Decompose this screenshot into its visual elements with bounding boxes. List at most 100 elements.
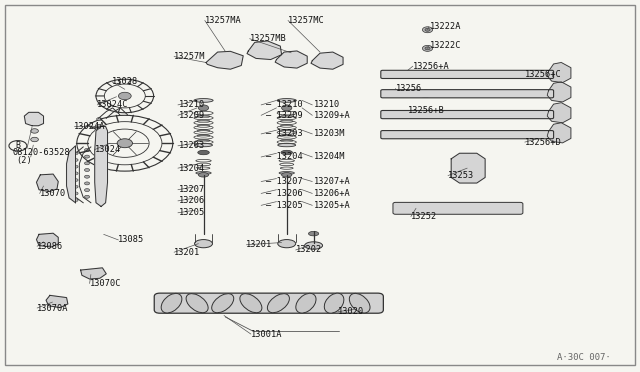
- Text: 13256+B: 13256+B: [408, 106, 445, 115]
- Polygon shape: [67, 146, 76, 203]
- Circle shape: [508, 206, 516, 211]
- Ellipse shape: [159, 295, 177, 311]
- Ellipse shape: [351, 296, 365, 311]
- Circle shape: [73, 172, 78, 175]
- Text: 13204M: 13204M: [314, 153, 345, 161]
- Ellipse shape: [186, 294, 208, 313]
- FancyBboxPatch shape: [393, 202, 523, 214]
- Circle shape: [84, 169, 90, 171]
- Polygon shape: [95, 126, 108, 206]
- Polygon shape: [547, 103, 571, 123]
- Ellipse shape: [287, 296, 301, 311]
- Polygon shape: [206, 51, 243, 69]
- Ellipse shape: [277, 99, 296, 102]
- Text: 13203M: 13203M: [314, 129, 345, 138]
- FancyBboxPatch shape: [381, 90, 554, 98]
- Text: A·30C 007·: A·30C 007·: [557, 353, 611, 362]
- Text: (2): (2): [17, 156, 33, 165]
- Text: – 13209: – 13209: [266, 111, 302, 120]
- Text: 13207: 13207: [179, 185, 205, 194]
- Ellipse shape: [161, 294, 182, 313]
- Circle shape: [221, 58, 227, 61]
- Polygon shape: [81, 268, 106, 279]
- FancyBboxPatch shape: [154, 293, 383, 313]
- Polygon shape: [451, 153, 485, 183]
- Text: 13201: 13201: [174, 248, 200, 257]
- Ellipse shape: [198, 150, 209, 155]
- Circle shape: [73, 152, 78, 155]
- Circle shape: [73, 165, 78, 168]
- FancyBboxPatch shape: [381, 70, 554, 78]
- Circle shape: [419, 71, 432, 78]
- Circle shape: [97, 118, 102, 121]
- Ellipse shape: [195, 144, 212, 147]
- Text: 13206+A: 13206+A: [314, 189, 350, 198]
- Circle shape: [84, 162, 90, 165]
- Text: 13024C: 13024C: [97, 100, 129, 109]
- Text: B: B: [15, 141, 20, 150]
- Ellipse shape: [213, 293, 232, 313]
- Ellipse shape: [281, 150, 292, 155]
- Circle shape: [84, 175, 90, 178]
- Circle shape: [84, 189, 90, 192]
- Text: 13028: 13028: [112, 77, 138, 86]
- Circle shape: [84, 182, 90, 185]
- Text: – 13204: – 13204: [266, 153, 302, 161]
- Text: 13085: 13085: [118, 235, 145, 244]
- Polygon shape: [311, 52, 343, 69]
- Text: 13210: 13210: [179, 100, 205, 109]
- Text: 13070: 13070: [40, 189, 66, 198]
- Text: 13001A: 13001A: [251, 330, 282, 339]
- Ellipse shape: [227, 296, 241, 311]
- Text: 13210: 13210: [314, 100, 340, 109]
- Text: 13020: 13020: [338, 307, 364, 316]
- Circle shape: [425, 28, 430, 31]
- Ellipse shape: [194, 99, 213, 102]
- Circle shape: [431, 206, 439, 211]
- Text: 13257MA: 13257MA: [205, 16, 241, 25]
- FancyBboxPatch shape: [5, 5, 635, 365]
- Circle shape: [198, 105, 209, 111]
- Text: – 13207: – 13207: [266, 177, 302, 186]
- Circle shape: [84, 155, 90, 158]
- Circle shape: [73, 185, 78, 188]
- Text: 13024A: 13024A: [74, 122, 105, 131]
- Text: – 13203: – 13203: [266, 129, 302, 138]
- Ellipse shape: [279, 171, 294, 174]
- Ellipse shape: [296, 293, 316, 313]
- Text: 08120-63528: 08120-63528: [13, 148, 70, 157]
- Ellipse shape: [195, 240, 212, 248]
- FancyBboxPatch shape: [381, 110, 554, 119]
- Circle shape: [97, 138, 102, 141]
- Text: 13201: 13201: [246, 240, 273, 249]
- Text: 13202: 13202: [296, 246, 322, 254]
- Text: 13257MB: 13257MB: [250, 34, 286, 43]
- Text: 13257MC: 13257MC: [288, 16, 324, 25]
- Circle shape: [325, 59, 330, 62]
- Circle shape: [419, 90, 432, 97]
- Polygon shape: [547, 62, 571, 83]
- Text: 13256+C: 13256+C: [525, 70, 561, 79]
- Text: 13207+A: 13207+A: [314, 177, 350, 186]
- Ellipse shape: [163, 296, 177, 311]
- Circle shape: [289, 58, 294, 61]
- Circle shape: [282, 105, 292, 111]
- Circle shape: [84, 148, 90, 151]
- Text: 13209: 13209: [179, 111, 205, 120]
- Ellipse shape: [308, 231, 319, 236]
- Text: 13253: 13253: [448, 171, 474, 180]
- Ellipse shape: [198, 173, 209, 177]
- Circle shape: [73, 199, 78, 202]
- Polygon shape: [24, 112, 44, 126]
- Polygon shape: [36, 233, 58, 247]
- Text: – 13205: – 13205: [266, 201, 302, 210]
- Circle shape: [406, 206, 413, 211]
- Text: 13257M: 13257M: [174, 52, 205, 61]
- Circle shape: [31, 137, 38, 142]
- Text: 13024: 13024: [95, 145, 121, 154]
- Text: 13206: 13206: [179, 196, 205, 205]
- Polygon shape: [547, 82, 571, 102]
- Circle shape: [84, 195, 90, 198]
- Text: 13086: 13086: [37, 242, 63, 251]
- Text: 13205+A: 13205+A: [314, 201, 350, 210]
